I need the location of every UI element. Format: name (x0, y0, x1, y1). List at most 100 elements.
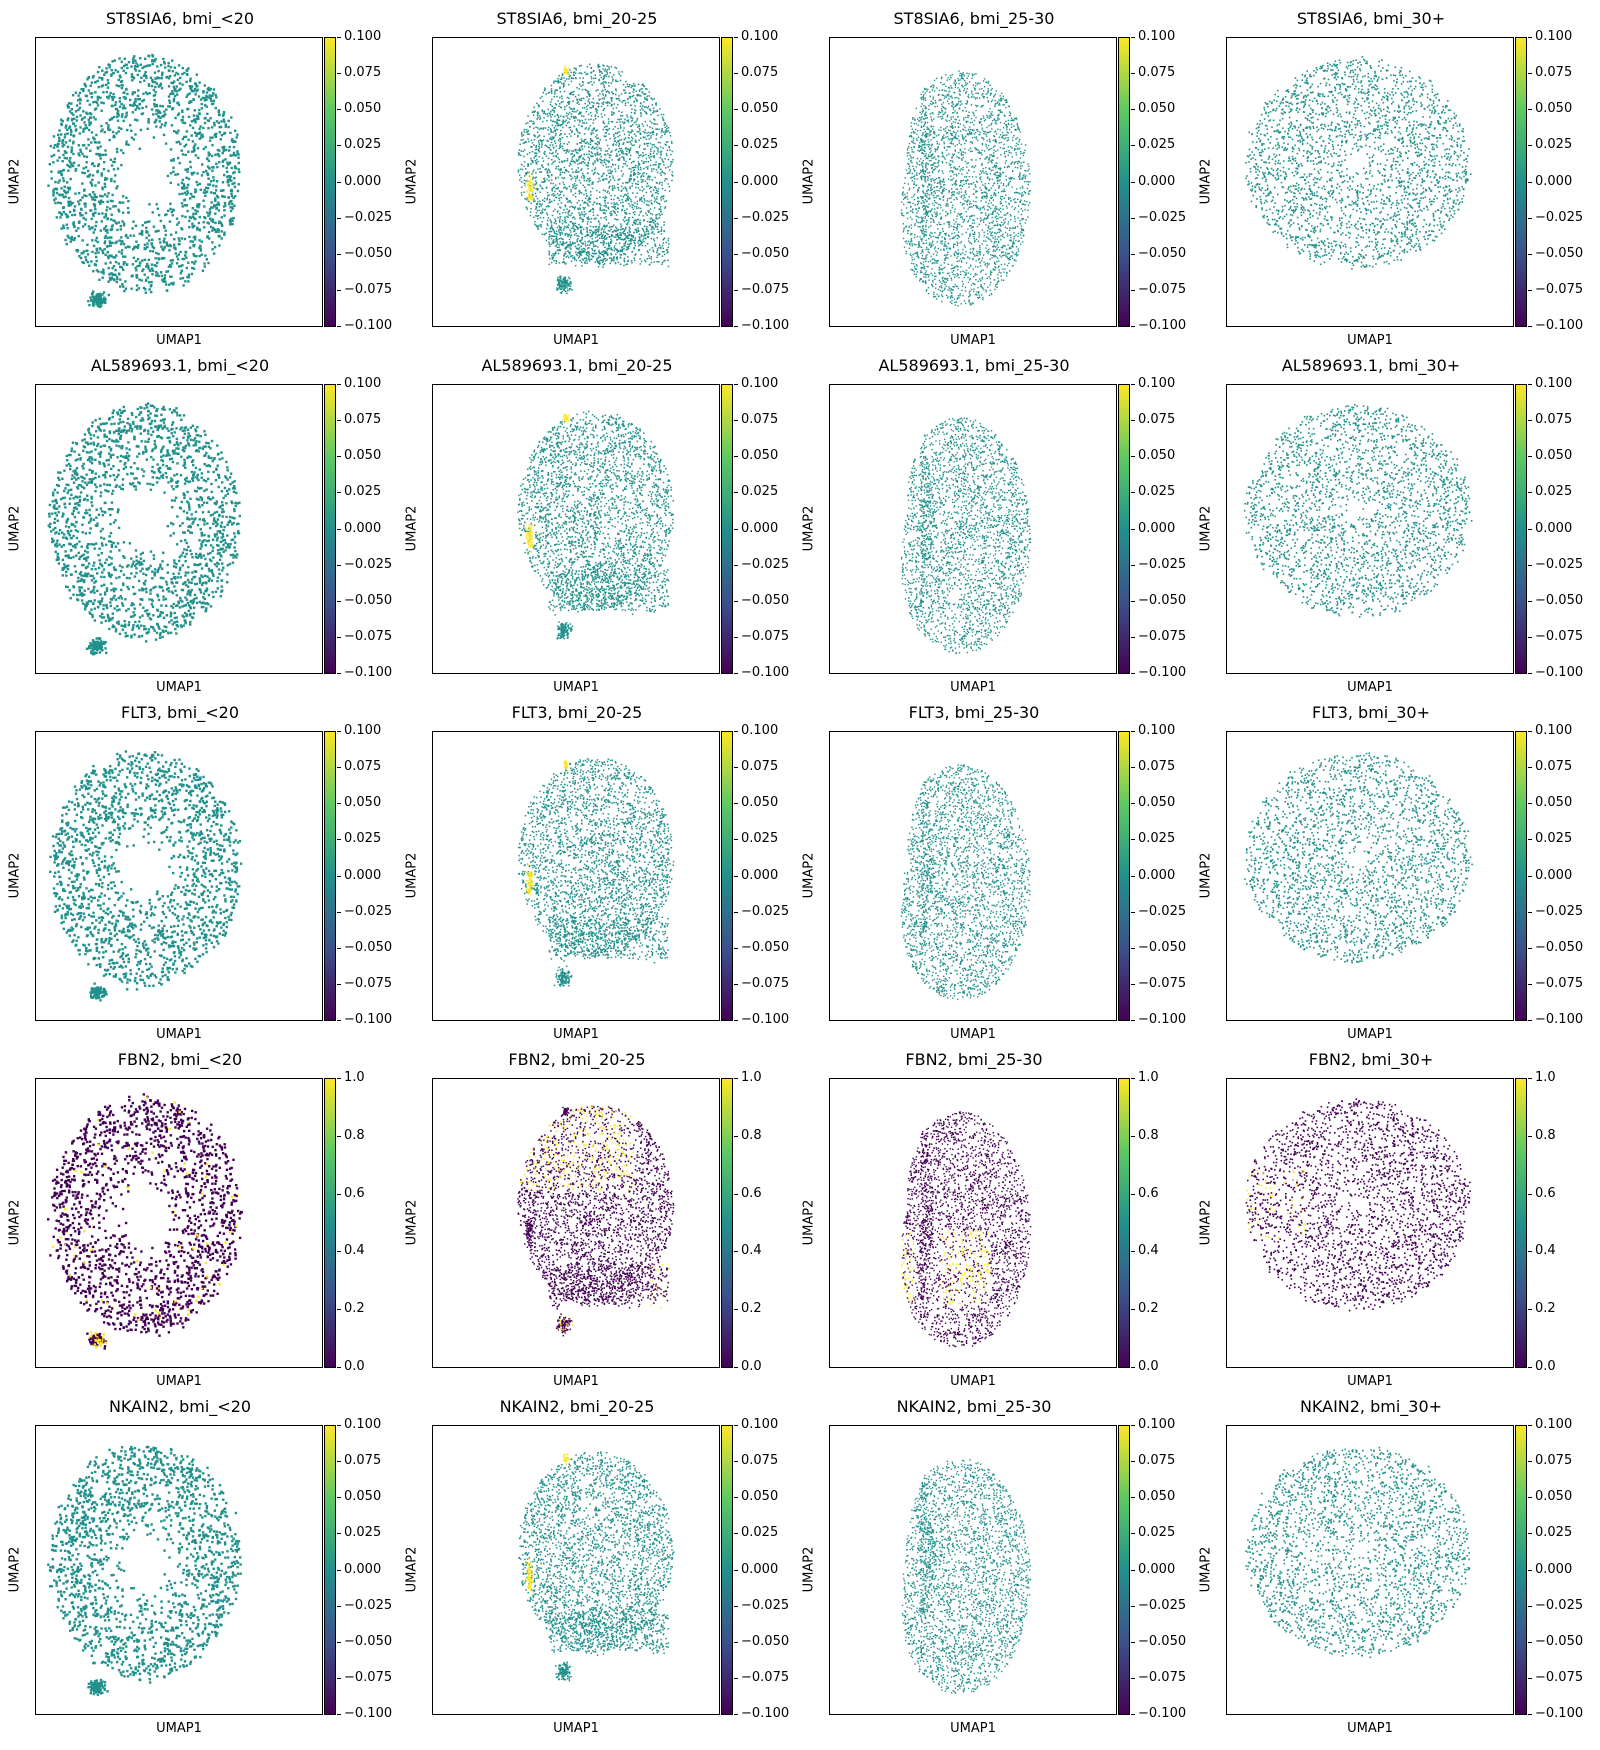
umap-point (203, 262, 206, 265)
umap-point (605, 70, 608, 73)
umap-point (167, 105, 170, 108)
umap-point (71, 201, 74, 205)
umap-point (574, 120, 576, 122)
umap-point (568, 185, 571, 188)
umap-point (620, 233, 622, 235)
umap-point (562, 126, 564, 129)
umap-point (207, 222, 210, 225)
umap-point (579, 226, 581, 229)
umap-point (196, 228, 199, 231)
umap-point (639, 211, 642, 214)
umap-point (559, 96, 561, 99)
umap-point (107, 244, 110, 248)
umap-point (627, 235, 629, 237)
umap-point (111, 241, 114, 245)
umap-point (96, 152, 100, 156)
umap-point (590, 209, 592, 211)
umap-point (650, 202, 653, 204)
umap-point (92, 297, 96, 300)
umap-point (110, 255, 113, 258)
umap-point (579, 213, 582, 216)
umap-point (643, 219, 645, 222)
umap-point (583, 145, 586, 148)
umap-point (215, 189, 218, 192)
umap-point (147, 118, 150, 121)
umap-point (571, 289, 573, 291)
umap-point (560, 282, 563, 284)
umap-point (643, 201, 645, 204)
umap-point (577, 227, 580, 229)
umap-point (521, 168, 524, 171)
umap-point (607, 91, 610, 93)
umap-point (208, 166, 211, 170)
umap-point (638, 90, 641, 92)
umap-point (212, 92, 215, 95)
umap-point (549, 171, 551, 174)
umap-point (104, 253, 107, 256)
umap-point (584, 142, 587, 144)
umap-point (66, 227, 69, 230)
umap-point (538, 151, 541, 153)
umap-point (574, 77, 577, 79)
umap-point (221, 194, 224, 198)
umap-point (81, 152, 84, 156)
umap-point (113, 96, 116, 99)
umap-point (534, 110, 536, 112)
umap-point (627, 196, 629, 198)
umap-point (124, 255, 127, 258)
umap-point (610, 260, 613, 262)
umap-point (160, 73, 164, 77)
umap-point (580, 97, 583, 100)
umap-point (595, 129, 598, 132)
umap-point (106, 218, 109, 221)
umap-point (101, 69, 104, 72)
umap-point (643, 162, 645, 164)
umap-point (561, 161, 564, 163)
umap-point (591, 252, 594, 255)
umap-point (548, 176, 550, 178)
umap-point (592, 145, 594, 148)
umap-point (103, 240, 107, 243)
umap-point (629, 158, 631, 160)
umap-point (638, 233, 641, 236)
umap-point (163, 278, 166, 281)
umap-point (629, 239, 632, 242)
umap-point (148, 220, 151, 223)
umap-point (597, 234, 600, 237)
umap-point (563, 77, 565, 79)
umap-point (523, 131, 526, 133)
umap-point (586, 254, 588, 257)
umap-point (533, 139, 536, 141)
umap-point (78, 91, 82, 95)
umap-point (660, 136, 662, 139)
umap-point (220, 237, 223, 240)
umap-point (181, 121, 185, 124)
umap-point (551, 173, 553, 176)
umap-point (626, 120, 628, 122)
umap-point (546, 178, 548, 181)
umap-point (105, 83, 108, 87)
umap-point (218, 161, 221, 164)
umap-point (613, 211, 615, 213)
umap-point (520, 181, 523, 183)
umap-point (562, 101, 564, 103)
umap-point (106, 95, 109, 99)
umap-point (556, 289, 558, 291)
umap-point (205, 98, 208, 101)
umap-point (556, 288, 559, 290)
umap-point (626, 248, 629, 251)
umap-point (520, 163, 523, 166)
umap-point (115, 280, 119, 284)
umap-point (75, 128, 78, 131)
umap-point (54, 187, 57, 190)
umap-point (563, 255, 565, 257)
umap-point (590, 242, 592, 244)
umap-point (176, 78, 180, 81)
umap-point (117, 262, 120, 265)
umap-point (81, 225, 85, 228)
umap-point (211, 206, 215, 209)
umap-point (626, 165, 628, 167)
umap-point (63, 150, 67, 153)
umap-point (593, 128, 595, 130)
umap-point (173, 243, 176, 246)
